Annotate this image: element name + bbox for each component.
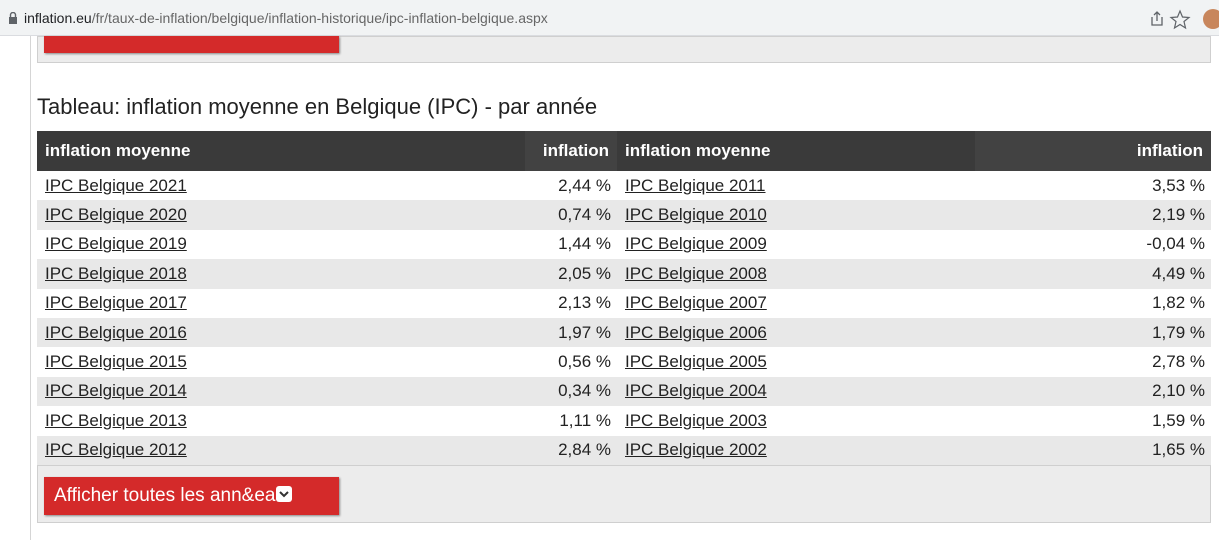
inflation-value: -0,04 % [1146, 234, 1205, 254]
year-link[interactable]: IPC Belgique 2017 [45, 293, 187, 313]
label-cell: IPC Belgique 2005 [617, 347, 975, 376]
label-cell: IPC Belgique 2006 [617, 317, 975, 348]
toolbar-icons [1151, 9, 1219, 30]
label-cell: IPC Belgique 2014 [37, 376, 525, 407]
table-row: IPC Belgique 2018 2,05 % IPC Belgique 2008… [37, 259, 1211, 289]
inflation-value: 1,44 % [558, 234, 611, 254]
inflation-value: 1,11 % [559, 410, 611, 430]
label-cell: IPC Belgique 2003 [617, 406, 975, 435]
year-link[interactable]: IPC Belgique 2006 [625, 322, 767, 342]
label-cell: IPC Belgique 2002 [617, 435, 975, 465]
inflation-value: 1,97 % [525, 317, 617, 348]
year-link[interactable]: IPC Belgique 2008 [625, 263, 767, 283]
label-cell: IPC Belgique 2008 [617, 259, 975, 289]
inflation-value: 1,65 % [975, 435, 1211, 465]
year-link[interactable]: IPC Belgique 2015 [45, 352, 187, 372]
table-row: IPC Belgique 2013 1,11 % IPC Belgique 2003… [37, 406, 1211, 435]
button-icon [276, 486, 293, 502]
label-cell: IPC Belgique 2004 [617, 376, 975, 407]
table-row: IPC Belgique 2019 1,44 % IPC Belgique 2009… [37, 230, 1211, 259]
table-row: IPC Belgique 2021 2,44 % IPC Belgique 2011… [37, 171, 1211, 200]
table-row: IPC Belgique 2017 2,13 % IPC Belgique 2007… [37, 289, 1211, 318]
year-link[interactable]: IPC Belgique 2021 [45, 175, 187, 195]
year-link[interactable]: IPC Belgique 2018 [45, 263, 187, 283]
star-icon[interactable] [1169, 9, 1191, 30]
inflation-value: 0,34 % [525, 376, 617, 407]
year-link[interactable]: IPC Belgique 2004 [625, 381, 767, 401]
inflation-value: 2,84 % [525, 435, 617, 465]
inflation-value: 4,49 % [975, 259, 1211, 289]
inflation-value: 1,79 % [975, 317, 1211, 348]
inflation-value: 2,13 % [558, 293, 611, 313]
inflation-value: 2,10 % [975, 376, 1211, 407]
label-cell: IPC Belgique 2012 [37, 435, 525, 465]
table-row: IPC Belgique 2020 0,74 % IPC Belgique 2010… [37, 200, 1211, 230]
table-row: IPC Belgique 2014 0,34 % IPC Belgique 2004… [37, 376, 1211, 407]
table-title: Tableau: inflation moyenne en Belgique (… [37, 94, 598, 119]
inflation-value: 1,59 % [1152, 410, 1205, 430]
url[interactable]: inflation.eu/fr/taux-de-inflation/belgiq… [24, 10, 548, 26]
inflation-value: 3,53 % [1152, 175, 1205, 195]
year-link[interactable]: IPC Belgique 2010 [625, 205, 767, 225]
year-link[interactable]: IPC Belgique 2011 [625, 175, 766, 195]
year-link[interactable]: IPC Belgique 2013 [45, 410, 187, 430]
header-cell: inflation [975, 131, 1211, 171]
lock-icon [9, 12, 17, 24]
left-rule [30, 36, 31, 540]
label-cell: IPC Belgique 2015 [37, 347, 525, 376]
avatar[interactable] [1203, 9, 1219, 29]
top-button[interactable] [44, 36, 339, 53]
label-cell: IPC Belgique 2013 [37, 406, 525, 435]
label-cell: IPC Belgique 2010 [617, 200, 975, 230]
show-all-button[interactable]: Afficher toutes les ann&ea [44, 477, 339, 515]
inflation-value: 2,78 % [1152, 352, 1205, 372]
label-cell: IPC Belgique 2016 [37, 317, 525, 348]
url-host: inflation.eu [24, 10, 92, 26]
label-cell: IPC Belgique 2009 [617, 230, 975, 259]
table-row: IPC Belgique 2015 0,56 % IPC Belgique 2005… [37, 347, 1211, 376]
year-link[interactable]: IPC Belgique 2002 [625, 440, 767, 460]
inflation-value: 0,74 % [525, 200, 617, 230]
label-cell: IPC Belgique 2018 [37, 259, 525, 289]
label-cell: IPC Belgique 2017 [37, 289, 525, 318]
year-link[interactable]: IPC Belgique 2012 [45, 440, 187, 460]
inflation-value: 2,19 % [975, 200, 1211, 230]
inflation-value: 0,56 % [558, 352, 611, 372]
year-link[interactable]: IPC Belgique 2016 [45, 322, 187, 342]
label-cell: IPC Belgique 2020 [37, 200, 525, 230]
top-box [37, 36, 1211, 63]
inflation-table: inflation moyenne inflation inflation moye… [37, 131, 1211, 465]
header-cell: inflation moyenne [37, 131, 525, 171]
header-row: inflation moyenne inflation inflation moye… [37, 131, 1211, 171]
browser-bar: inflation.eu/fr/taux-de-inflation/belgiq… [0, 0, 1219, 36]
year-link[interactable]: IPC Belgique 2009 [625, 234, 767, 254]
table-row: IPC Belgique 2016 1,97 % IPC Belgique 2006… [37, 317, 1211, 348]
label-cell: IPC Belgique 2021 [37, 171, 525, 200]
table-row: IPC Belgique 2012 2,84 % IPC Belgique 2002… [37, 435, 1211, 465]
label-cell: IPC Belgique 2011 [617, 171, 975, 200]
inflation-value: 1,82 % [1152, 293, 1205, 313]
year-link[interactable]: IPC Belgique 2005 [625, 352, 767, 372]
share-icon[interactable] [1151, 11, 1163, 26]
header-cell: inflation [525, 131, 617, 171]
label-cell: IPC Belgique 2019 [37, 230, 525, 259]
label-cell: IPC Belgique 2007 [617, 289, 975, 318]
year-link[interactable]: IPC Belgique 2003 [625, 410, 767, 430]
year-link[interactable]: IPC Belgique 2007 [625, 293, 767, 313]
year-link[interactable]: IPC Belgique 2014 [45, 381, 187, 401]
year-link[interactable]: IPC Belgique 2020 [45, 205, 187, 225]
inflation-value: 2,44 % [558, 175, 611, 195]
inflation-value: 2,05 % [525, 259, 617, 289]
url-path: /fr/taux-de-inflation/belgique/inflation… [91, 10, 548, 26]
year-link[interactable]: IPC Belgique 2019 [45, 234, 187, 254]
header-cell: inflation moyenne [617, 131, 975, 171]
bottom-box: Afficher toutes les ann&ea [37, 465, 1211, 523]
button-label: Afficher toutes les ann&ea [54, 485, 276, 506]
